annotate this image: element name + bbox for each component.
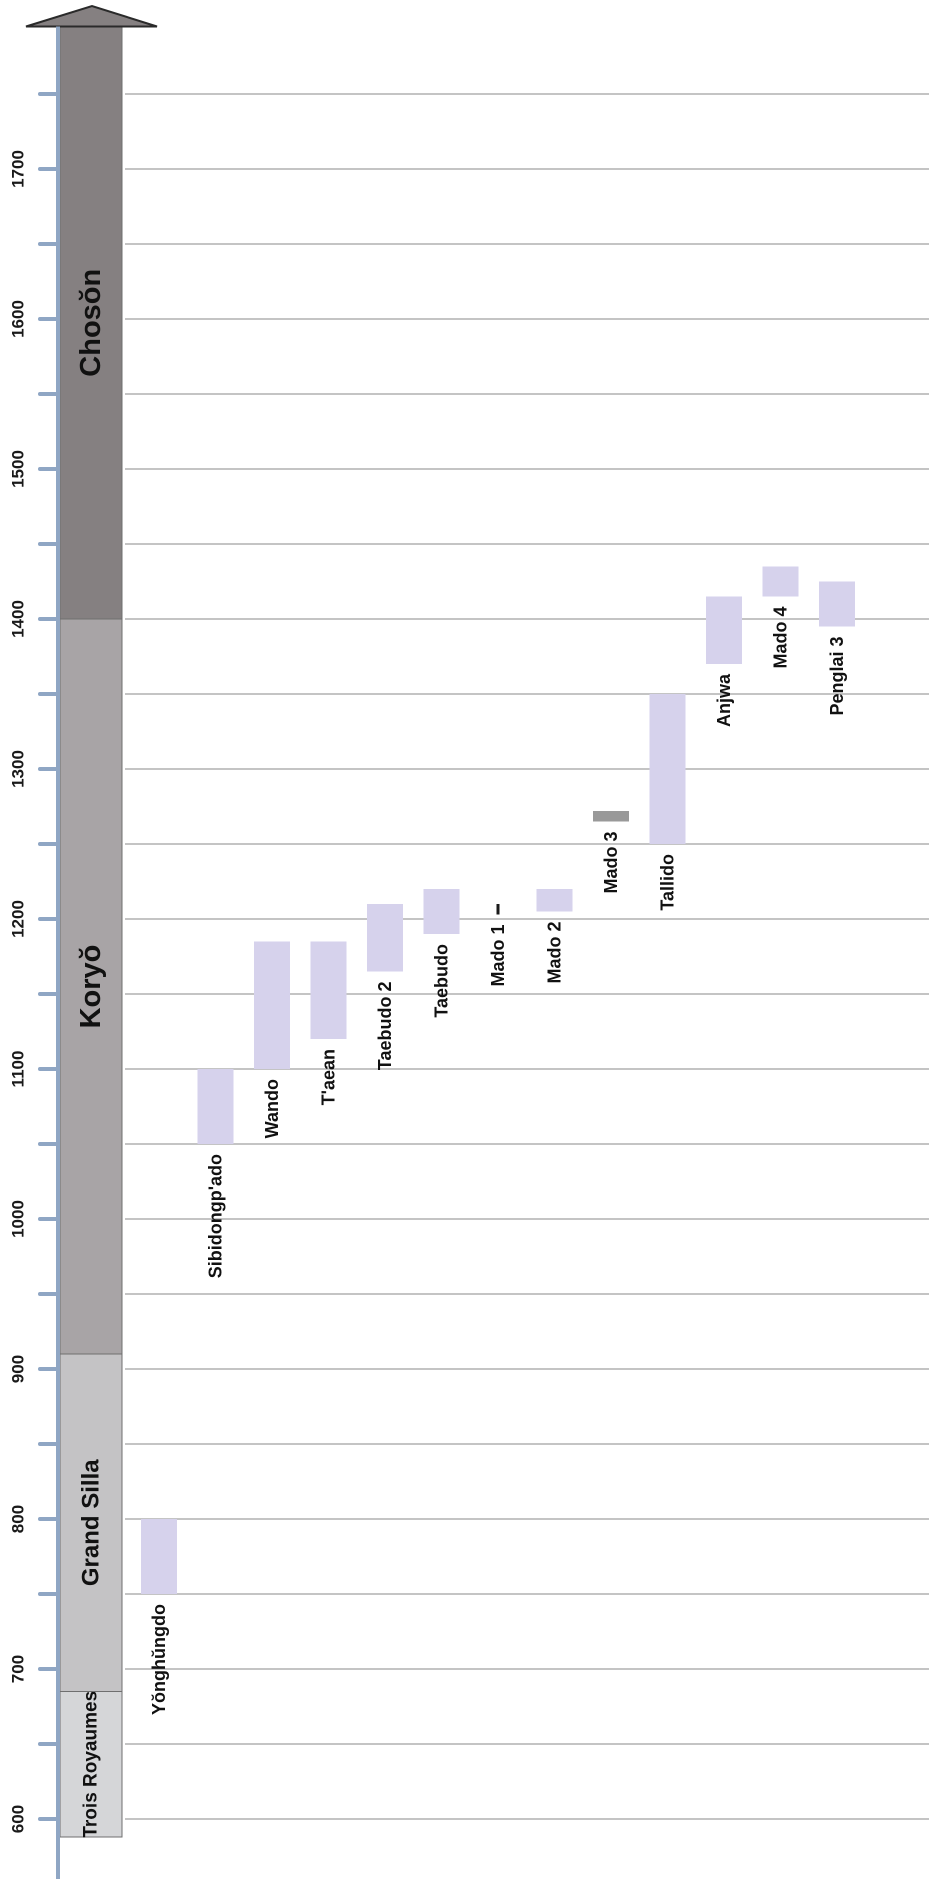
period-label-trois-royaumes: Trois Royaumes — [81, 1691, 102, 1838]
site-label-taebudo-2: Taebudo 2 — [375, 982, 395, 1071]
tick-label-1000: 1000 — [9, 1200, 28, 1238]
site-label-mado-3: Mado 3 — [601, 832, 621, 894]
tick-label-1200: 1200 — [9, 900, 28, 938]
site-bar-taebudo — [423, 889, 460, 934]
site-label-penglai-3: Penglai 3 — [827, 637, 847, 716]
site-label-taebudo: Taebudo — [432, 944, 452, 1018]
period-segment-grand-silla — [59, 1353, 123, 1692]
tick-label-700: 700 — [9, 1655, 28, 1683]
tick-label-1600: 1600 — [9, 300, 28, 338]
site-bar-t-aean — [310, 941, 347, 1039]
site-label-tallido: Tallido — [658, 854, 678, 911]
tick-label-800: 800 — [9, 1505, 28, 1533]
tick-label-900: 900 — [9, 1355, 28, 1383]
site-label-mado-2: Mado 2 — [545, 922, 565, 984]
period-label-koryo: Koryŏ — [75, 945, 107, 1029]
site-label-yonghungdo: Yŏnghŭngdo — [149, 1604, 169, 1715]
gridlines — [125, 93, 929, 1820]
tick-label-1400: 1400 — [9, 600, 28, 638]
site-bar-mado-1 — [496, 904, 500, 915]
tick-label-600: 600 — [9, 1805, 28, 1833]
site-bar-anjwa — [706, 596, 742, 664]
site-bar-tallido — [649, 694, 686, 844]
site-bar-mado-2 — [536, 889, 573, 912]
site-label-mado-1: Mado 1 — [488, 925, 508, 987]
site-bar-taebudo-2 — [367, 904, 403, 972]
period-segment-trois-royaumes — [59, 1691, 123, 1838]
site-label-wando: Wando — [262, 1079, 282, 1138]
period-label-choson: Chosŏn — [75, 269, 107, 377]
site-bar-penglai-3 — [819, 581, 855, 627]
period-segment-choson — [59, 26, 123, 620]
site-ranges: Yŏnghŭngdo Sibidongp'ado Wando T'aean Taebud… — [141, 566, 855, 1715]
y-axis: 600 700 800 900 1000 1100 1200 1300 1400 1500 1600… — [9, 26, 60, 1879]
arrow-head — [25, 4, 158, 28]
tick-label-1500: 1500 — [9, 450, 28, 488]
site-bar-mado-4 — [762, 566, 799, 597]
site-label-sibidongp-ado: Sibidongp'ado — [206, 1154, 226, 1278]
period-label-grand-silla: Grand Silla — [78, 1459, 105, 1586]
tick-label-1700: 1700 — [9, 150, 28, 188]
tick-label-1100: 1100 — [9, 1051, 28, 1088]
site-bar-mado-3 — [593, 811, 629, 822]
site-bar-yonghungdo — [141, 1519, 177, 1594]
site-bar-wando — [254, 941, 290, 1069]
site-bar-sibidongp-ado — [197, 1069, 234, 1144]
site-label-mado-4: Mado 4 — [771, 607, 791, 669]
site-label-t-aean: T'aean — [319, 1049, 339, 1105]
period-arrow: Trois Royaumes Grand Silla Koryŏ Chosŏn — [25, 4, 158, 1838]
site-label-anjwa: Anjwa — [714, 673, 734, 727]
period-segment-koryo — [59, 618, 123, 1355]
tick-label-1300: 1300 — [9, 750, 28, 788]
